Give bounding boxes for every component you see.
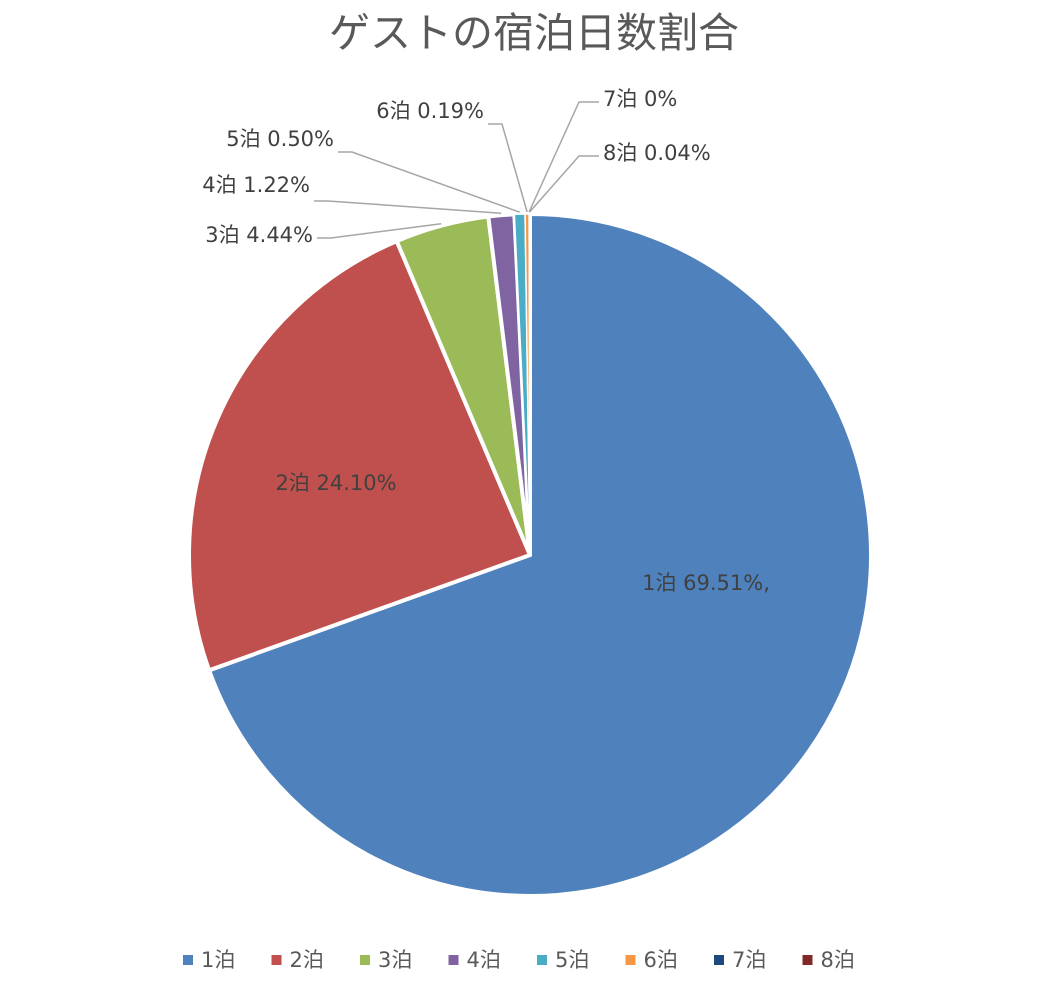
- slice-2-haku-label: 2泊 24.10%: [275, 471, 396, 495]
- legend-item-2-haku: 2泊: [271, 948, 324, 972]
- legend-item-2-haku-label: 2泊: [290, 948, 324, 972]
- legend-item-1-haku-swatch: [183, 955, 193, 965]
- legend-item-8-haku-label: 8泊: [821, 948, 855, 972]
- chart-title: ゲストの宿泊日数割合: [329, 9, 739, 57]
- legend-item-6-haku-swatch: [625, 955, 636, 965]
- slice-3-haku-label: 3泊 4.44%: [205, 223, 313, 247]
- legend-item-2-haku-swatch: [271, 955, 282, 965]
- slice-7-haku-label: 7泊 0%: [603, 87, 677, 111]
- slice-8-haku-leader-line: [529, 155, 599, 213]
- legend-item-4-haku-swatch: [448, 955, 459, 965]
- leader-lines: [314, 101, 599, 239]
- legend-item-6-haku-label: 6泊: [644, 948, 678, 972]
- slice-8-haku: [528, 213, 531, 556]
- legend-item-3-haku: 3泊: [360, 948, 412, 972]
- legend-item-7-haku-label: 7泊: [732, 948, 766, 972]
- slice-1-haku: [207, 212, 873, 898]
- slice-5-haku-label: 5泊 0.50%: [226, 127, 334, 151]
- legend-item-8-haku: 8泊: [802, 948, 855, 972]
- legend-item-6-haku: 6泊: [625, 948, 678, 972]
- legend-item-7-haku: 7泊: [714, 948, 766, 972]
- legend: 1泊 2泊 3泊 4泊 5泊 6泊 7泊 8泊: [183, 948, 855, 972]
- slice-8-haku-label: 8泊 0.04%: [603, 141, 711, 165]
- legend-item-1-haku: 1泊: [183, 948, 235, 972]
- legend-item-8-haku-swatch: [802, 955, 813, 965]
- legend-item-5-haku: 5泊: [537, 948, 589, 972]
- slice-1-haku-label: 1泊 69.51%,: [642, 571, 770, 595]
- legend-item-7-haku-swatch: [714, 955, 724, 965]
- pie-slices: [187, 212, 873, 898]
- legend-item-4-haku-label: 4泊: [467, 948, 501, 972]
- slice-3-haku-leader-line: [317, 222, 442, 239]
- legend-item-3-haku-label: 3泊: [378, 948, 412, 972]
- slice-5-haku-leader-line: [338, 151, 520, 213]
- slice-6-haku-label: 6泊 0.19%: [376, 99, 484, 123]
- slice-7-haku-leader-line: [528, 101, 599, 213]
- slice-6-haku-leader-line: [488, 123, 528, 213]
- slice-4-haku-leader-line: [314, 200, 502, 214]
- data-labels: 1泊 69.51%, 2泊 24.10% 3泊 4.44% 4泊 1.22% 5泊 0.…: [202, 87, 770, 595]
- legend-item-5-haku-label: 5泊: [555, 948, 589, 972]
- legend-item-1-haku-label: 1泊: [201, 948, 235, 972]
- legend-item-4-haku: 4泊: [448, 948, 501, 972]
- legend-item-5-haku-swatch: [537, 955, 547, 965]
- slice-2-haku: [187, 239, 532, 673]
- legend-item-3-haku-swatch: [360, 955, 370, 965]
- slice-4-haku-label: 4泊 1.22%: [202, 173, 310, 197]
